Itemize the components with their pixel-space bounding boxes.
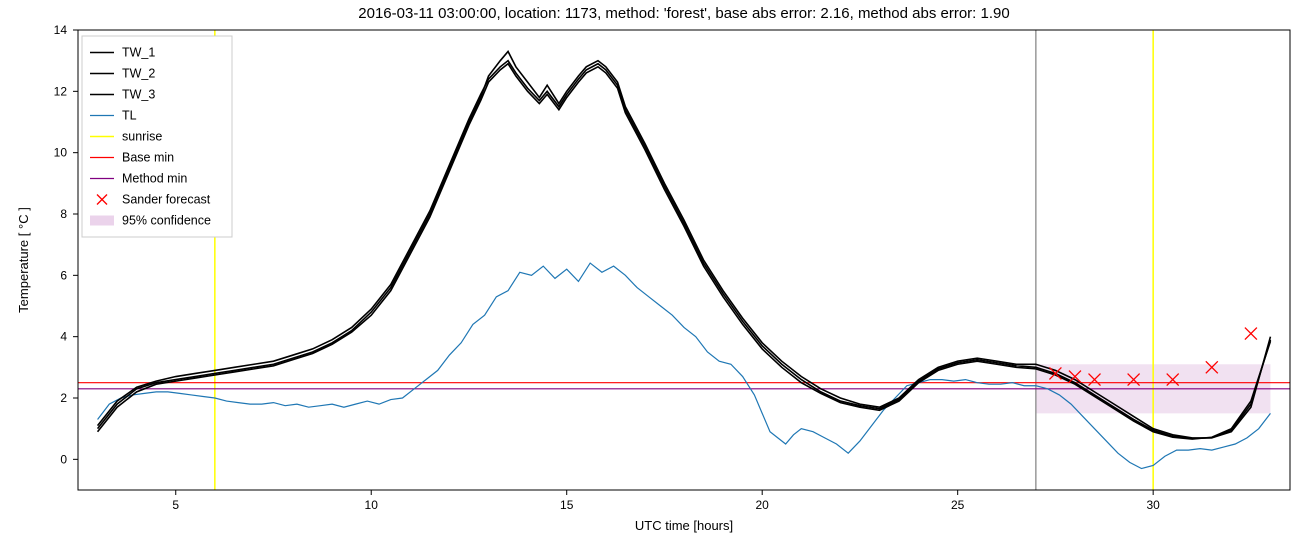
legend-label: Base min [122, 151, 174, 165]
x-tick-label: 5 [172, 498, 179, 512]
y-axis-label: Temperature [ °C ] [16, 207, 31, 313]
y-tick-label: 10 [54, 146, 68, 160]
legend-label: Sander forecast [122, 193, 211, 207]
x-tick-label: 20 [756, 498, 770, 512]
legend-label: Method min [122, 172, 187, 186]
temperature-chart: 5 10 15 20 25 30 0 2 4 6 8 10 12 14 UTC time [hours] Te… [0, 0, 1310, 547]
legend-label: TL [122, 109, 137, 123]
legend-label: TW_1 [122, 46, 155, 60]
x-tick-label: 25 [951, 498, 965, 512]
x-tick-label: 15 [560, 498, 574, 512]
y-tick-label: 8 [60, 207, 67, 221]
legend-label: sunrise [122, 130, 162, 144]
y-tick-label: 2 [60, 391, 67, 405]
chart-container: 5 10 15 20 25 30 0 2 4 6 8 10 12 14 UTC time [hours] Te… [0, 0, 1310, 547]
x-axis-label: UTC time [hours] [635, 518, 733, 533]
legend-swatch [90, 216, 114, 226]
legend-label: TW_2 [122, 67, 155, 81]
legend-label: 95% confidence [122, 214, 211, 228]
y-tick-label: 0 [60, 452, 67, 466]
y-tick-label: 14 [54, 23, 68, 37]
y-tick-label: 12 [54, 84, 68, 98]
x-tick-label: 10 [365, 498, 379, 512]
chart-title: 2016-03-11 03:00:00, location: 1173, met… [358, 5, 1009, 22]
y-tick-label: 6 [60, 268, 67, 282]
y-tick-label: 4 [60, 330, 67, 344]
x-tick-label: 30 [1146, 498, 1160, 512]
legend-label: TW_3 [122, 88, 155, 102]
